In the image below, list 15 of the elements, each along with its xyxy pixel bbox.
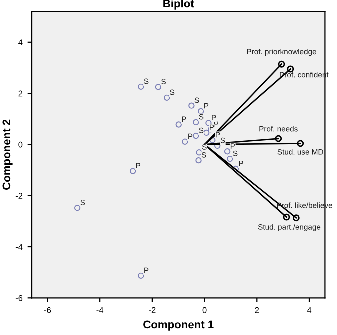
y-tick-label: 4 <box>18 40 23 46</box>
y-tick-label: -6 <box>16 295 23 302</box>
x-tick-label: 0 <box>202 307 207 314</box>
chart-title: Biplot <box>164 0 194 10</box>
x-axis-title: Component 1 <box>144 320 214 331</box>
y-tick-label: 2 <box>18 90 23 97</box>
x-tick-label: -4 <box>96 307 104 314</box>
y-tick-label: 0 <box>18 142 23 148</box>
y-tick-label: -2 <box>16 193 23 199</box>
y-tick-label: -4 <box>16 244 23 250</box>
x-tick-label: -2 <box>149 307 156 314</box>
x-tick-label: 4 <box>307 307 312 314</box>
x-tick-label: -6 <box>44 307 52 314</box>
x-tick-label: 2 <box>255 307 260 314</box>
y-axis-title: Component 2 <box>2 120 13 190</box>
